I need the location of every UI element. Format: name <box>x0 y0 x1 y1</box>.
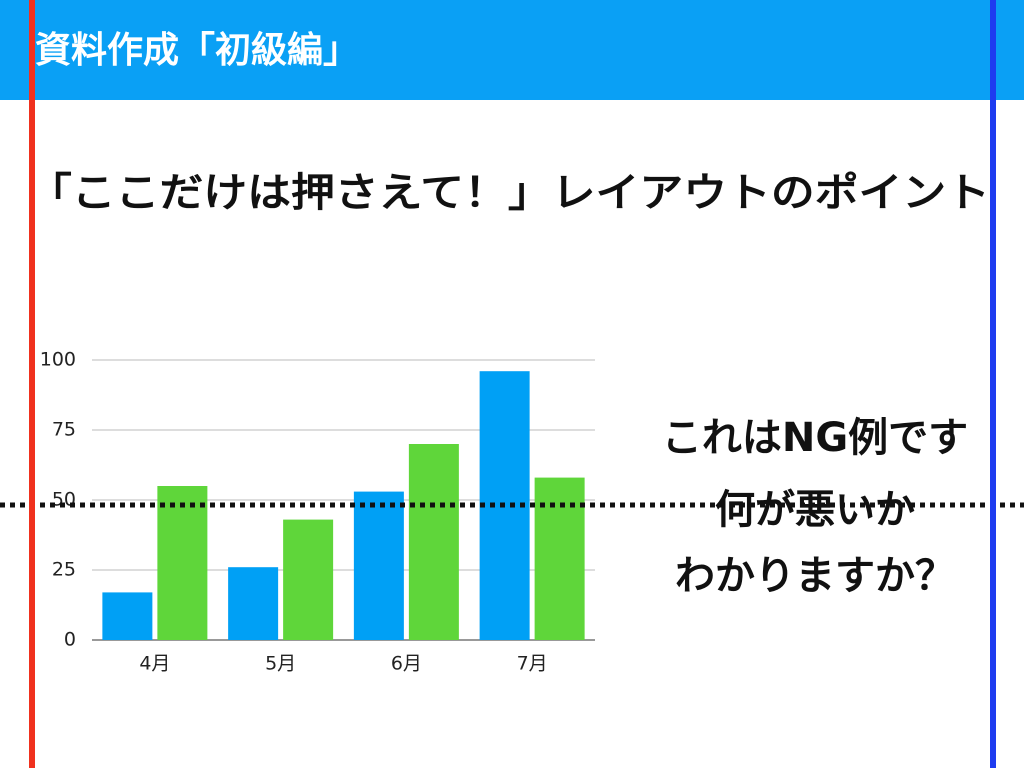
x-tick-label: 6月 <box>391 653 422 675</box>
bar <box>534 477 585 640</box>
right-guide <box>990 0 996 768</box>
y-tick-label: 75 <box>52 419 76 441</box>
left-guide <box>29 0 35 768</box>
header-bar <box>0 0 1024 100</box>
bar <box>283 519 334 640</box>
subtitle: 「ここだけは押さえて！」レイアウトのポイント <box>28 170 990 216</box>
bar <box>102 592 153 640</box>
bar <box>157 486 208 640</box>
y-tick-label: 100 <box>40 349 76 371</box>
bar <box>408 444 459 640</box>
chart: 0 25 50 75 100 4月 5月 6月 7月 <box>40 349 595 675</box>
x-tick-label: 7月 <box>517 653 548 675</box>
header-title: 資料作成「初級編」 <box>35 30 359 71</box>
callout-line: これはNG例です <box>662 415 968 461</box>
callout-line: わかりますか？ <box>675 553 955 599</box>
x-tick-label: 5月 <box>265 653 296 675</box>
y-tick-label: 0 <box>64 629 76 651</box>
x-tick-label: 4月 <box>139 653 170 675</box>
bar <box>353 491 404 640</box>
bar <box>228 567 279 640</box>
callout-line: 何が悪いか <box>715 487 915 533</box>
y-tick-label: 50 <box>52 489 76 511</box>
y-tick-label: 25 <box>52 559 76 581</box>
